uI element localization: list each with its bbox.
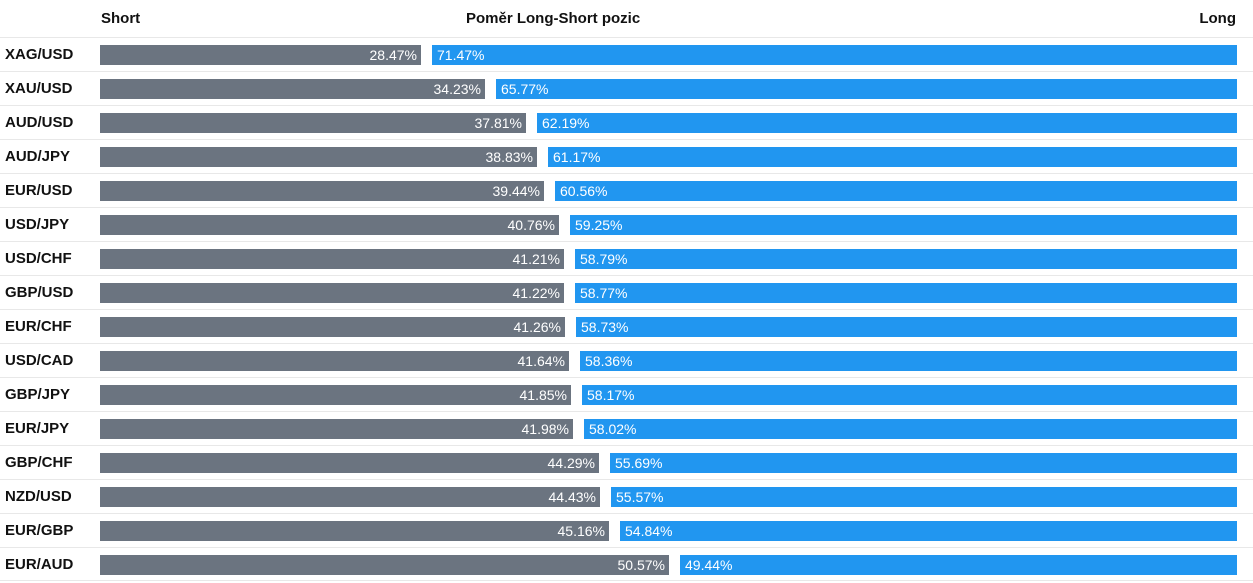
long-bar: 58.77% — [575, 283, 1237, 303]
ratio-row: EUR/CHF 41.26% 58.73% — [0, 309, 1253, 343]
long-bar: 61.17% — [548, 147, 1237, 167]
long-bar: 55.57% — [611, 487, 1237, 507]
pair-label: XAG/USD — [5, 46, 74, 63]
ratio-row: XAG/USD 28.47% 71.47% — [0, 37, 1253, 71]
pair-label: EUR/AUD — [5, 556, 74, 573]
ratio-row: GBP/USD 41.22% 58.77% — [0, 275, 1253, 309]
short-bar: 28.47% — [100, 45, 421, 65]
pair-label: GBP/CHF — [5, 454, 73, 471]
ratio-row: GBP/JPY 41.85% 58.17% — [0, 377, 1253, 411]
long-bar: 62.19% — [537, 113, 1237, 133]
long-bar: 58.73% — [576, 317, 1237, 337]
short-bar: 50.57% — [100, 555, 669, 575]
long-bar: 71.47% — [432, 45, 1237, 65]
long-bar: 55.69% — [610, 453, 1237, 473]
short-bar: 39.44% — [100, 181, 544, 201]
ratio-row: USD/CAD 41.64% 58.36% — [0, 343, 1253, 377]
long-bar: 60.56% — [555, 181, 1237, 201]
long-bar: 59.25% — [570, 215, 1237, 235]
ratio-rows: XAG/USD 28.47% 71.47% XAU/USD 34.23% 65.77% AU… — [0, 37, 1253, 581]
short-bar: 34.23% — [100, 79, 485, 99]
short-bar: 41.21% — [100, 249, 564, 269]
chart-title: Poměr Long-Short pozic — [466, 10, 641, 27]
ratio-row: NZD/USD 44.43% 55.57% — [0, 479, 1253, 513]
ratio-row: EUR/JPY 41.98% 58.02% — [0, 411, 1253, 445]
long-bar: 54.84% — [620, 521, 1237, 541]
pair-label: AUD/USD — [5, 114, 74, 131]
pair-label: USD/JPY — [5, 216, 70, 233]
ratio-row: XAU/USD 34.23% 65.77% — [0, 71, 1253, 105]
pair-label: GBP/USD — [5, 284, 74, 301]
ratio-row: EUR/AUD 50.57% 49.44% — [0, 547, 1253, 581]
short-bar: 41.98% — [100, 419, 573, 439]
pair-label: NZD/USD — [5, 488, 72, 505]
pair-label: XAU/USD — [5, 80, 73, 97]
short-bar: 44.43% — [100, 487, 600, 507]
short-column-header: Short — [101, 10, 141, 27]
short-bar: 41.22% — [100, 283, 564, 303]
long-bar: 58.79% — [575, 249, 1237, 269]
pair-label: EUR/USD — [5, 182, 73, 199]
ratio-row: EUR/GBP 45.16% 54.84% — [0, 513, 1253, 547]
ratio-row: EUR/USD 39.44% 60.56% — [0, 173, 1253, 207]
pair-label: USD/CAD — [5, 352, 74, 369]
pair-label: GBP/JPY — [5, 386, 71, 403]
long-bar: 58.17% — [582, 385, 1237, 405]
short-bar: 41.26% — [100, 317, 565, 337]
long-bar: 65.77% — [496, 79, 1237, 99]
short-bar: 40.76% — [100, 215, 559, 235]
pair-label: EUR/CHF — [5, 318, 72, 335]
ratio-row: USD/CHF 41.21% 58.79% — [0, 241, 1253, 275]
short-bar: 37.81% — [100, 113, 526, 133]
pair-label: EUR/GBP — [5, 522, 74, 539]
short-bar: 41.64% — [100, 351, 569, 371]
pair-label: AUD/JPY — [5, 148, 71, 165]
ratio-row: AUD/USD 37.81% 62.19% — [0, 105, 1253, 139]
ratio-row: USD/JPY 40.76% 59.25% — [0, 207, 1253, 241]
long-bar: 58.36% — [580, 351, 1237, 371]
long-bar: 49.44% — [680, 555, 1237, 575]
long-bar: 58.02% — [584, 419, 1237, 439]
pair-label: USD/CHF — [5, 250, 72, 267]
short-bar: 41.85% — [100, 385, 571, 405]
long-column-header: Long — [1199, 10, 1236, 27]
pair-label: EUR/JPY — [5, 420, 70, 437]
short-bar: 45.16% — [100, 521, 609, 541]
ratio-row: AUD/JPY 38.83% 61.17% — [0, 139, 1253, 173]
short-bar: 44.29% — [100, 453, 599, 473]
short-bar: 38.83% — [100, 147, 537, 167]
ratio-row: GBP/CHF 44.29% 55.69% — [0, 445, 1253, 479]
